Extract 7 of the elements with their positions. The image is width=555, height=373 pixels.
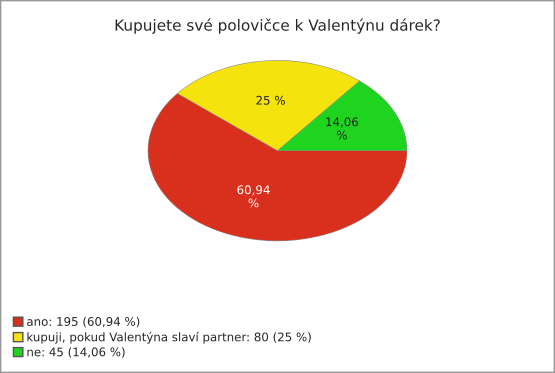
data-label: 25 % (256, 96, 285, 105)
legend-label: ano: 195 (60,94 %) (27, 316, 140, 328)
data-label: 60,94 % (237, 185, 270, 208)
legend-label: ne: 45 (14,06 %) (27, 347, 125, 358)
chart-title: Kupujete své polovičce k Valentýnu dárek? (116, 18, 440, 34)
data-label: 14,06 % (326, 117, 358, 140)
legend-label: kupuji, pokud Valentýna slaví partner: 80 (25 %) (27, 332, 311, 344)
